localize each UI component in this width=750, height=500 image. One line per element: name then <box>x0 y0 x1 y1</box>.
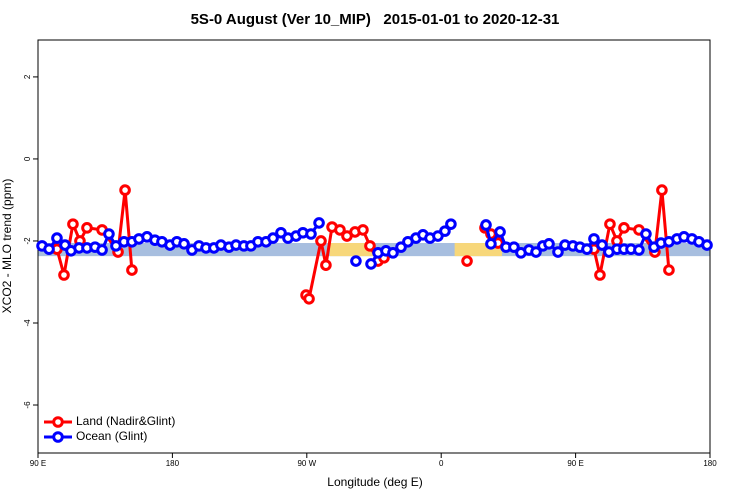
x-tick-label: 90 E <box>30 459 46 468</box>
y-tick-label: -4 <box>23 319 32 327</box>
data-point <box>663 264 675 276</box>
data-point <box>365 258 377 270</box>
x-tick-label: 180 <box>703 459 717 468</box>
x-tick-label: 0 <box>439 459 444 468</box>
data-point <box>315 235 327 247</box>
legend-marker <box>52 431 64 443</box>
data-point <box>552 246 564 258</box>
data-point <box>334 224 346 236</box>
data-point <box>445 218 457 230</box>
data-point <box>178 238 190 250</box>
data-point <box>387 247 399 259</box>
data-point <box>81 222 93 234</box>
data-point <box>320 259 332 271</box>
data-point <box>303 292 315 305</box>
x-tick-label: 90 W <box>297 459 316 468</box>
data-point <box>58 269 70 281</box>
data-point <box>543 238 555 250</box>
x-tick-label: 180 <box>166 459 180 468</box>
data-point <box>126 264 138 276</box>
data-point <box>485 238 497 250</box>
data-point <box>357 224 369 236</box>
y-tick-label: 0 <box>23 156 32 161</box>
data-point <box>96 244 108 256</box>
data-point <box>480 219 492 231</box>
legend-label: Land (Nadir&Glint) <box>76 414 175 428</box>
data-point <box>103 228 115 240</box>
data-point <box>67 218 79 230</box>
data-point <box>604 218 616 230</box>
y-tick-label: 2 <box>23 74 32 79</box>
data-point <box>640 228 652 240</box>
data-point <box>350 255 362 267</box>
data-point <box>494 226 506 238</box>
x-tick-label: 90 E <box>567 459 583 468</box>
data-point <box>656 184 668 196</box>
data-point <box>275 226 287 239</box>
data-point <box>267 232 279 244</box>
band-highlight <box>329 243 375 257</box>
data-point <box>618 222 630 234</box>
data-point <box>596 239 608 251</box>
data-point <box>305 228 317 240</box>
data-point <box>530 246 542 258</box>
legend-label: Ocean (Glint) <box>76 429 147 443</box>
legend-marker <box>52 416 64 428</box>
data-point <box>461 255 473 267</box>
y-tick-label: -2 <box>23 237 32 245</box>
data-point <box>119 184 131 196</box>
data-point <box>633 244 645 256</box>
data-point <box>439 225 451 237</box>
y-axis-title: XCO2 - MLO trend (ppm) <box>0 179 14 314</box>
y-tick-label: -6 <box>23 401 32 409</box>
x-axis-title: Longitude (deg E) <box>327 475 422 489</box>
data-point <box>588 233 600 245</box>
data-point <box>313 217 325 229</box>
data-point <box>508 241 520 253</box>
data-point <box>701 239 713 251</box>
data-point <box>51 232 63 244</box>
data-point <box>581 243 593 255</box>
chart-title: 5S-0 August (Ver 10_MIP) 2015-01-01 to 2… <box>191 11 560 28</box>
data-point <box>594 269 606 281</box>
data-point <box>364 240 376 252</box>
data-point <box>43 243 55 255</box>
